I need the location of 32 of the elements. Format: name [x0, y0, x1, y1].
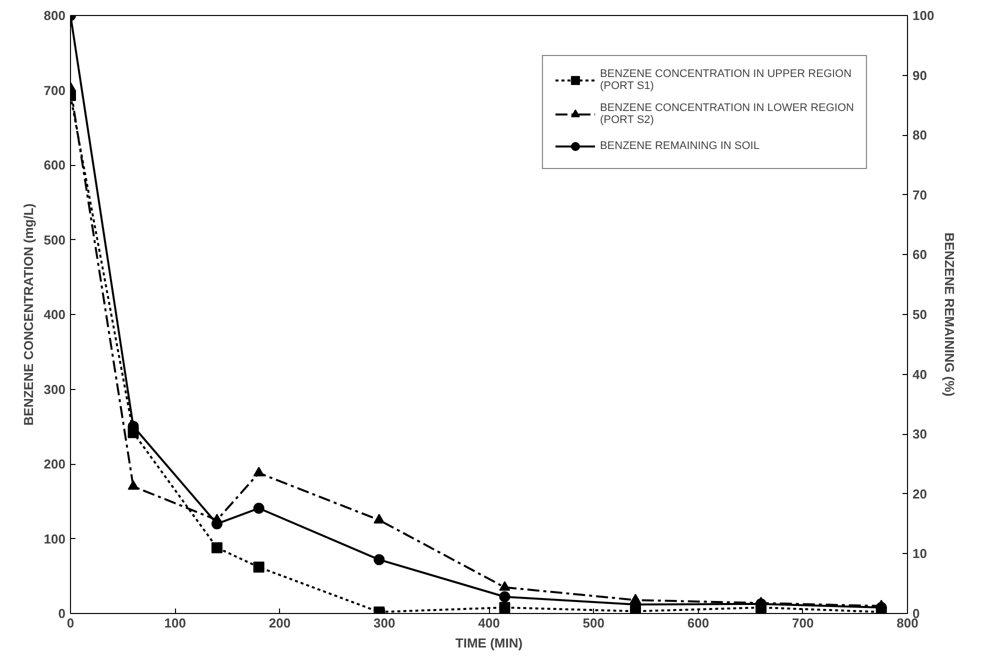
y2-tick-label: 20 [912, 486, 927, 502]
y-tick-label: 800 [44, 8, 66, 23]
y-tick-label: 300 [44, 382, 66, 397]
x-tick-label: 300 [374, 616, 396, 630]
y2-tick-label: 50 [912, 307, 927, 322]
y-axis-title: BENZENE CONCENTRATION (mg/L) [20, 203, 36, 426]
x-tick-label: 600 [687, 616, 710, 630]
y-tick-label: 0 [58, 606, 66, 621]
y2-tick-label: 60 [912, 247, 927, 262]
x-tick-label: 100 [164, 616, 186, 630]
y-tick-label: 100 [44, 531, 66, 546]
y-tick-label: 500 [44, 232, 66, 248]
x-tick-label: 500 [582, 616, 604, 630]
y2-tick-label: 100 [912, 8, 934, 23]
y2-tick-label: 30 [912, 426, 927, 442]
x-tick-label: 400 [478, 616, 500, 630]
y2-tick-label: 70 [912, 187, 927, 202]
y2-tick-label: 10 [912, 546, 927, 562]
y-tick-label: 700 [44, 82, 66, 98]
y2-tick-label: 80 [912, 128, 927, 143]
y2-tick-label: 90 [912, 68, 927, 83]
legend-label: BENZENE CONCENTRATION IN UPPER REGION (PORT S1) [600, 68, 852, 92]
x-tick-label: 200 [268, 616, 291, 630]
legend-label: BENZENE REMAINING IN SOIL [600, 140, 760, 152]
y-tick-label: 200 [44, 456, 66, 472]
x-tick-label: 700 [792, 616, 814, 630]
y-tick-label: 400 [44, 307, 66, 322]
legend-label: BENZENE CONCENTRATION IN LOWER REGION (PORT S2) [600, 102, 854, 126]
y2-axis-title: BENZENE REMAINING (%) [942, 232, 958, 396]
y2-tick-label: 40 [912, 366, 927, 382]
y-tick-label: 600 [44, 158, 66, 172]
x-axis-title: TIME (MIN) [455, 636, 523, 650]
